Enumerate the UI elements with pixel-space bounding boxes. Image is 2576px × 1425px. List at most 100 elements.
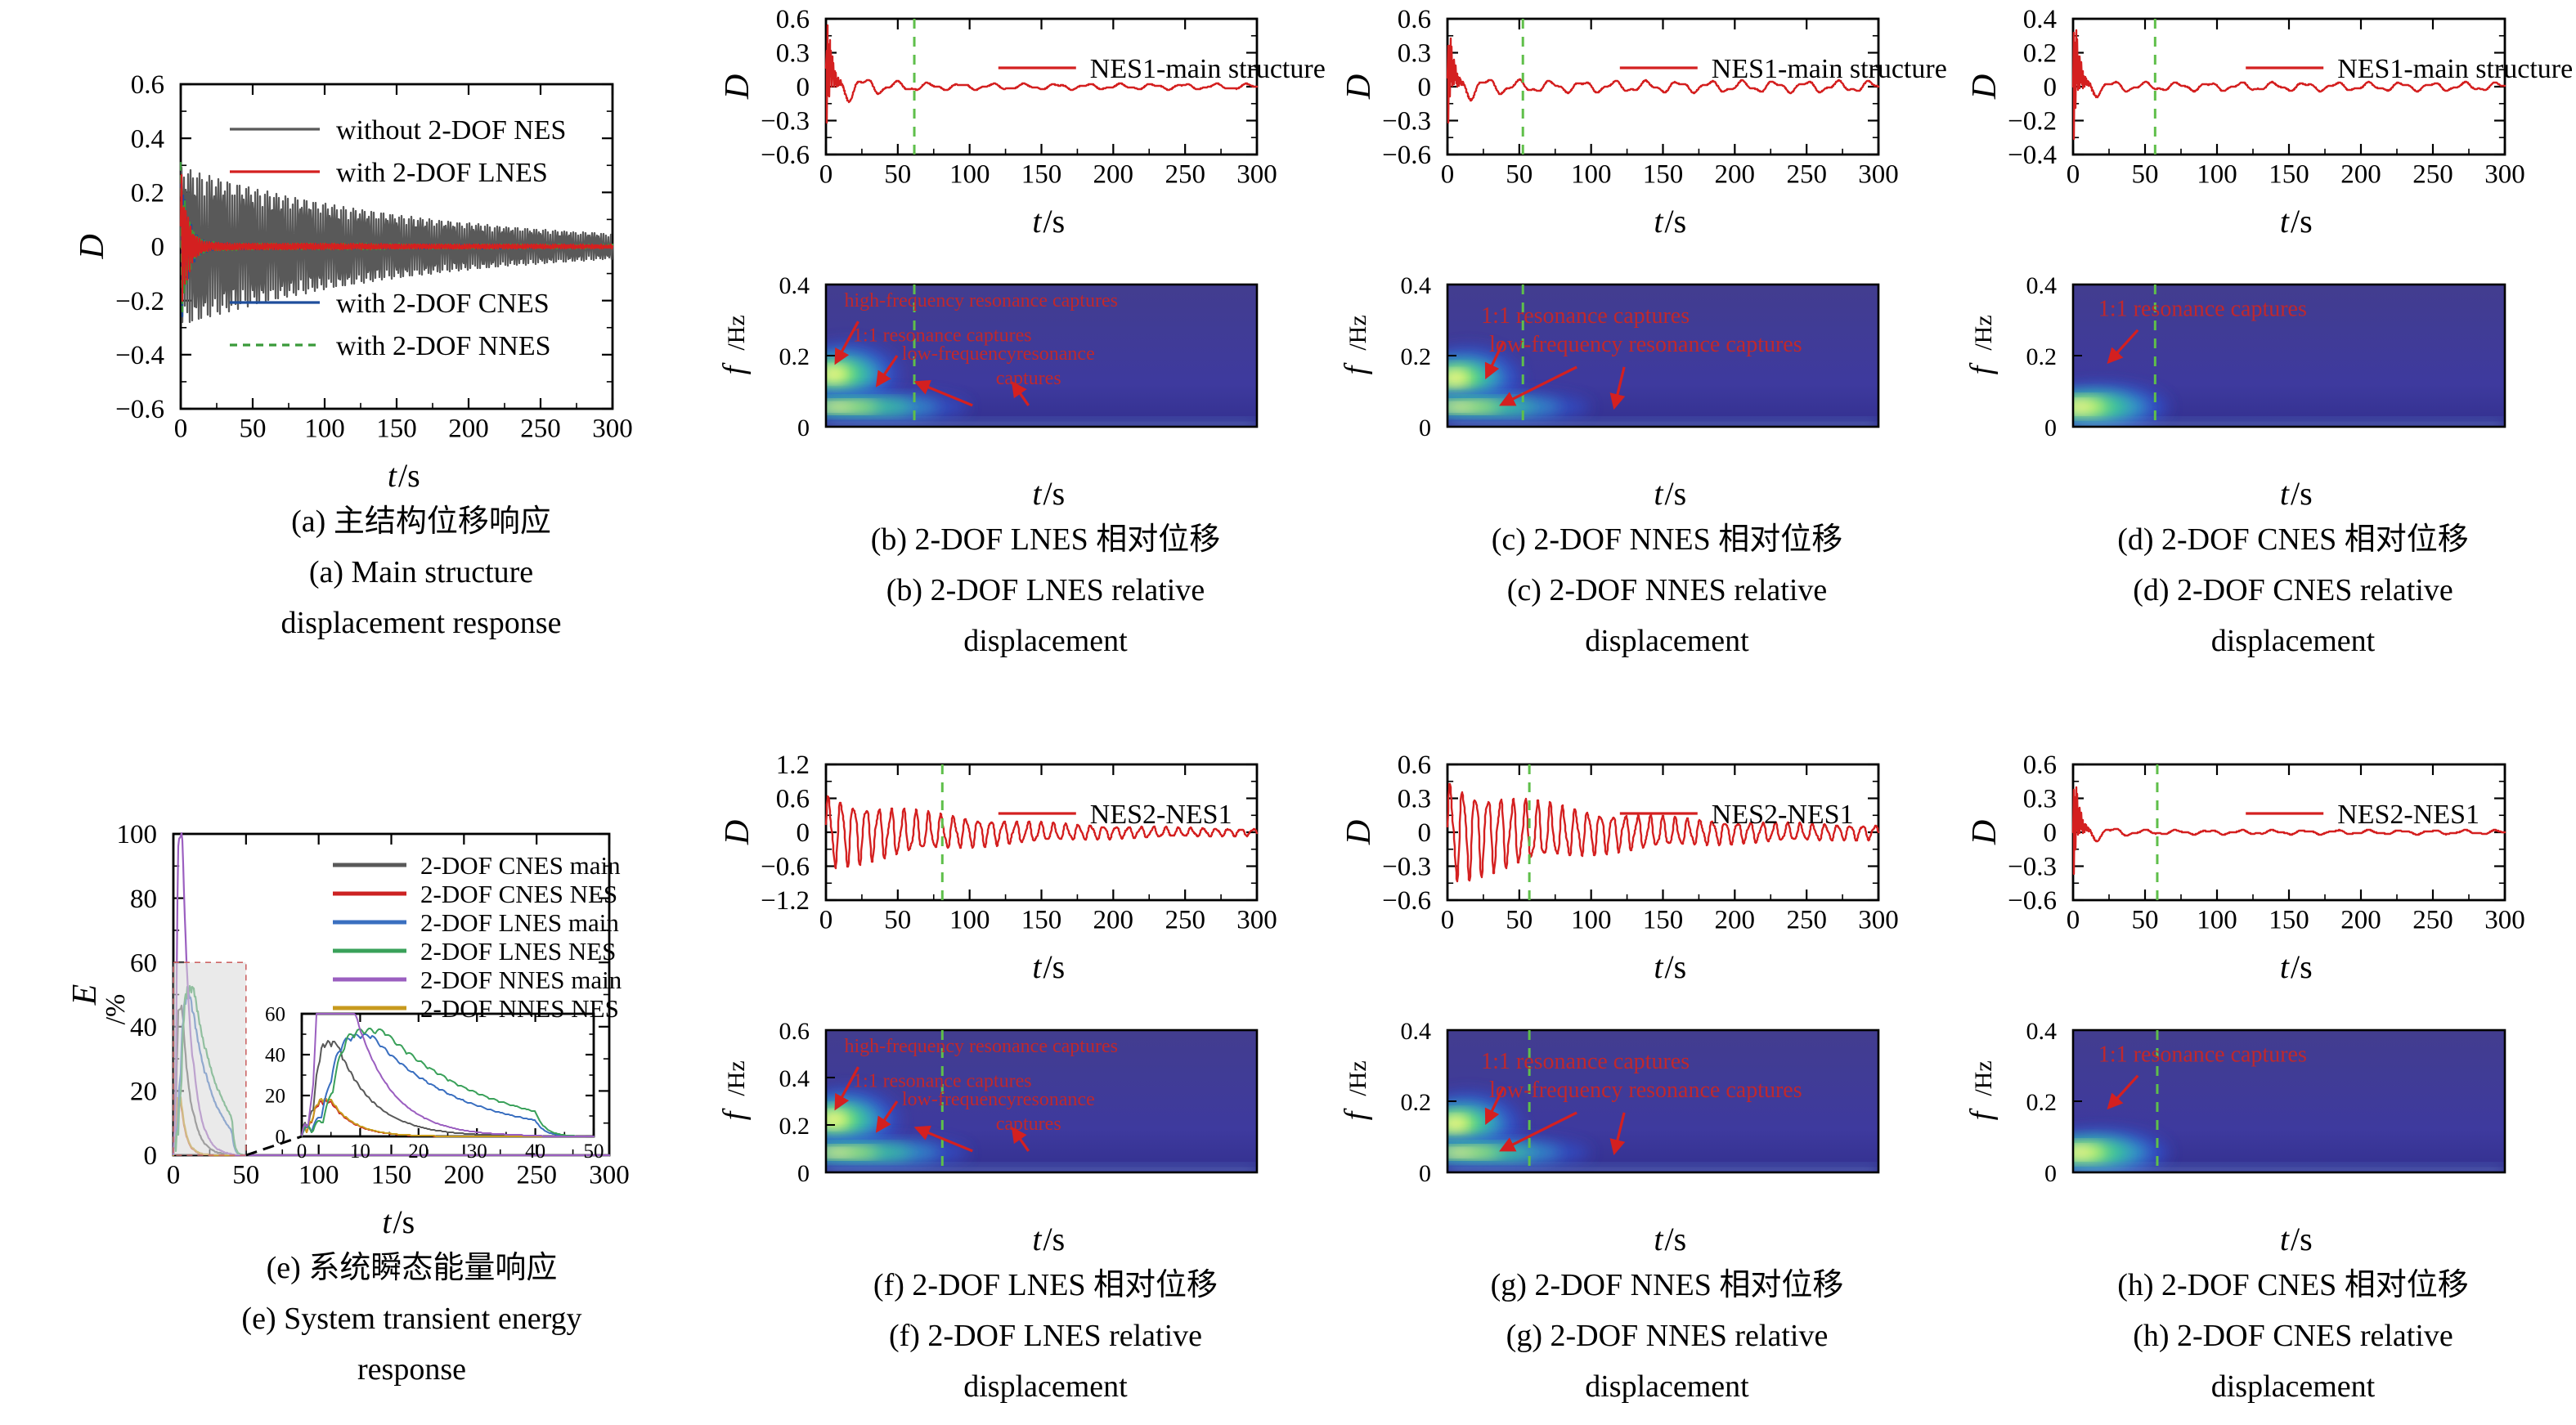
svg-text:displacement: displacement [1585, 1369, 1749, 1404]
svg-text:0: 0 [174, 415, 188, 444]
svg-text:0: 0 [151, 233, 165, 262]
svg-text:250: 250 [2412, 906, 2453, 935]
svg-text:0.4: 0.4 [2023, 5, 2057, 34]
svg-text:/Hz: /Hz [1344, 1060, 1371, 1096]
svg-text:60: 60 [130, 948, 157, 978]
svg-text:200: 200 [1715, 160, 1756, 190]
svg-text:100: 100 [298, 1161, 339, 1190]
svg-text:200: 200 [2340, 160, 2381, 190]
svg-text:/Hz: /Hz [723, 1060, 750, 1096]
svg-text:0: 0 [797, 73, 810, 102]
svg-text:(h) 2-DOF CNES 相对位移: (h) 2-DOF CNES 相对位移 [2117, 1268, 2469, 1302]
svg-text:NES2-NES1: NES2-NES1 [1090, 800, 1232, 830]
svg-text:100: 100 [304, 415, 345, 444]
svg-text:1:1 resonance captures: 1:1 resonance captures [2098, 1042, 2307, 1067]
svg-text:(f) 2-DOF LNES 相对位移: (f) 2-DOF LNES 相对位移 [873, 1268, 1218, 1302]
svg-text:0.4: 0.4 [2026, 272, 2058, 299]
svg-text:0.2: 0.2 [2023, 39, 2057, 69]
svg-text:100: 100 [2197, 906, 2237, 935]
svg-text:50: 50 [232, 1161, 259, 1190]
svg-text:/s: /s [2291, 1221, 2313, 1257]
svg-text:300: 300 [1858, 160, 1899, 190]
svg-text:/s: /s [2291, 203, 2313, 240]
svg-text:response: response [357, 1352, 466, 1387]
svg-text:0.2: 0.2 [779, 1113, 810, 1140]
svg-text:200: 200 [2340, 906, 2381, 935]
svg-text:f: f [1339, 1108, 1373, 1120]
svg-text:100: 100 [117, 820, 158, 849]
svg-text:50: 50 [240, 415, 267, 444]
svg-text:D: D [1966, 74, 2004, 100]
svg-text:0.6: 0.6 [1398, 5, 1431, 34]
svg-text:0.6: 0.6 [1398, 751, 1431, 780]
svg-text:250: 250 [2412, 160, 2453, 190]
svg-text:f: f [1339, 362, 1373, 374]
svg-text:−0.6: −0.6 [761, 141, 810, 170]
svg-text:/s: /s [2291, 948, 2313, 985]
svg-text:1:1 resonance captures: 1:1 resonance captures [2098, 296, 2307, 321]
svg-text:300: 300 [1236, 906, 1277, 935]
svg-text:(e) System transient energy: (e) System transient energy [241, 1302, 581, 1336]
svg-text:0: 0 [144, 1141, 158, 1171]
svg-text:0: 0 [1418, 818, 1432, 848]
svg-text:0: 0 [2044, 415, 2057, 441]
svg-text:/Hz: /Hz [723, 315, 750, 350]
svg-text:t: t [1654, 475, 1663, 512]
svg-text:50: 50 [884, 906, 911, 935]
svg-text:(b) 2-DOF LNES 相对位移: (b) 2-DOF LNES 相对位移 [871, 522, 1220, 557]
svg-text:t: t [2280, 948, 2290, 985]
svg-text:0.3: 0.3 [1398, 39, 1431, 69]
svg-text:0.4: 0.4 [1401, 1018, 1432, 1045]
svg-text:0: 0 [1441, 160, 1455, 190]
svg-text:300: 300 [2484, 160, 2525, 190]
svg-text:250: 250 [1165, 160, 1205, 190]
svg-text:/s: /s [1043, 475, 1066, 512]
svg-text:1:1 resonance captures: 1:1 resonance captures [1481, 1049, 1690, 1074]
svg-text:0: 0 [797, 415, 810, 441]
svg-text:0: 0 [797, 818, 810, 848]
svg-text:2-DOF LNES main: 2-DOF LNES main [420, 908, 619, 937]
svg-text:high-frequency resonance captu: high-frequency resonance captures [844, 290, 1118, 311]
svg-text:captures: captures [996, 1114, 1061, 1135]
svg-text:100: 100 [949, 160, 990, 190]
svg-text:0.3: 0.3 [2023, 785, 2057, 814]
svg-text:−0.3: −0.3 [761, 107, 810, 137]
svg-text:D: D [1340, 820, 1378, 845]
svg-text:−0.6: −0.6 [2008, 886, 2057, 916]
svg-text:250: 250 [1165, 906, 1205, 935]
svg-text:t: t [1654, 1221, 1663, 1257]
svg-text:(h) 2-DOF CNES relative: (h) 2-DOF CNES relative [2133, 1319, 2453, 1353]
svg-text:−0.4: −0.4 [2008, 141, 2057, 170]
svg-text:NES1-main structure: NES1-main structure [1712, 54, 1947, 84]
svg-text:300: 300 [589, 1161, 630, 1190]
svg-text:(e) 系统瞬态能量响应: (e) 系统瞬态能量响应 [267, 1251, 558, 1285]
svg-text:0.4: 0.4 [779, 1065, 810, 1092]
svg-text:0: 0 [2067, 906, 2080, 935]
svg-text:200: 200 [1093, 906, 1134, 935]
svg-text:/Hz: /Hz [1344, 315, 1371, 350]
svg-text:100: 100 [2197, 160, 2237, 190]
svg-text:0.4: 0.4 [1401, 272, 1432, 299]
svg-text:D: D [719, 74, 756, 100]
svg-text:f: f [1964, 1108, 1999, 1120]
svg-text:E: E [66, 984, 104, 1006]
svg-text:0.2: 0.2 [1401, 343, 1432, 370]
svg-text:20: 20 [408, 1140, 429, 1163]
svg-text:t: t [1032, 475, 1042, 512]
svg-text:(c) 2-DOF NNES relative: (c) 2-DOF NNES relative [1507, 573, 1828, 607]
svg-text:0.6: 0.6 [2023, 751, 2057, 780]
svg-text:t: t [1032, 948, 1042, 985]
svg-text:(a) Main structure: (a) Main structure [309, 555, 533, 589]
svg-text:50: 50 [884, 160, 911, 190]
svg-text:20: 20 [265, 1086, 285, 1108]
svg-text:150: 150 [1021, 160, 1062, 190]
svg-text:200: 200 [1093, 160, 1134, 190]
svg-text:150: 150 [1643, 906, 1684, 935]
svg-text:0.2: 0.2 [1401, 1089, 1432, 1116]
svg-text:50: 50 [1506, 160, 1533, 190]
svg-text:0.2: 0.2 [2026, 1089, 2058, 1116]
svg-text:0.3: 0.3 [1398, 785, 1431, 814]
svg-text:with 2-DOF LNES: with 2-DOF LNES [336, 158, 548, 188]
svg-text:0: 0 [1418, 73, 1432, 102]
svg-text:50: 50 [1506, 906, 1533, 935]
